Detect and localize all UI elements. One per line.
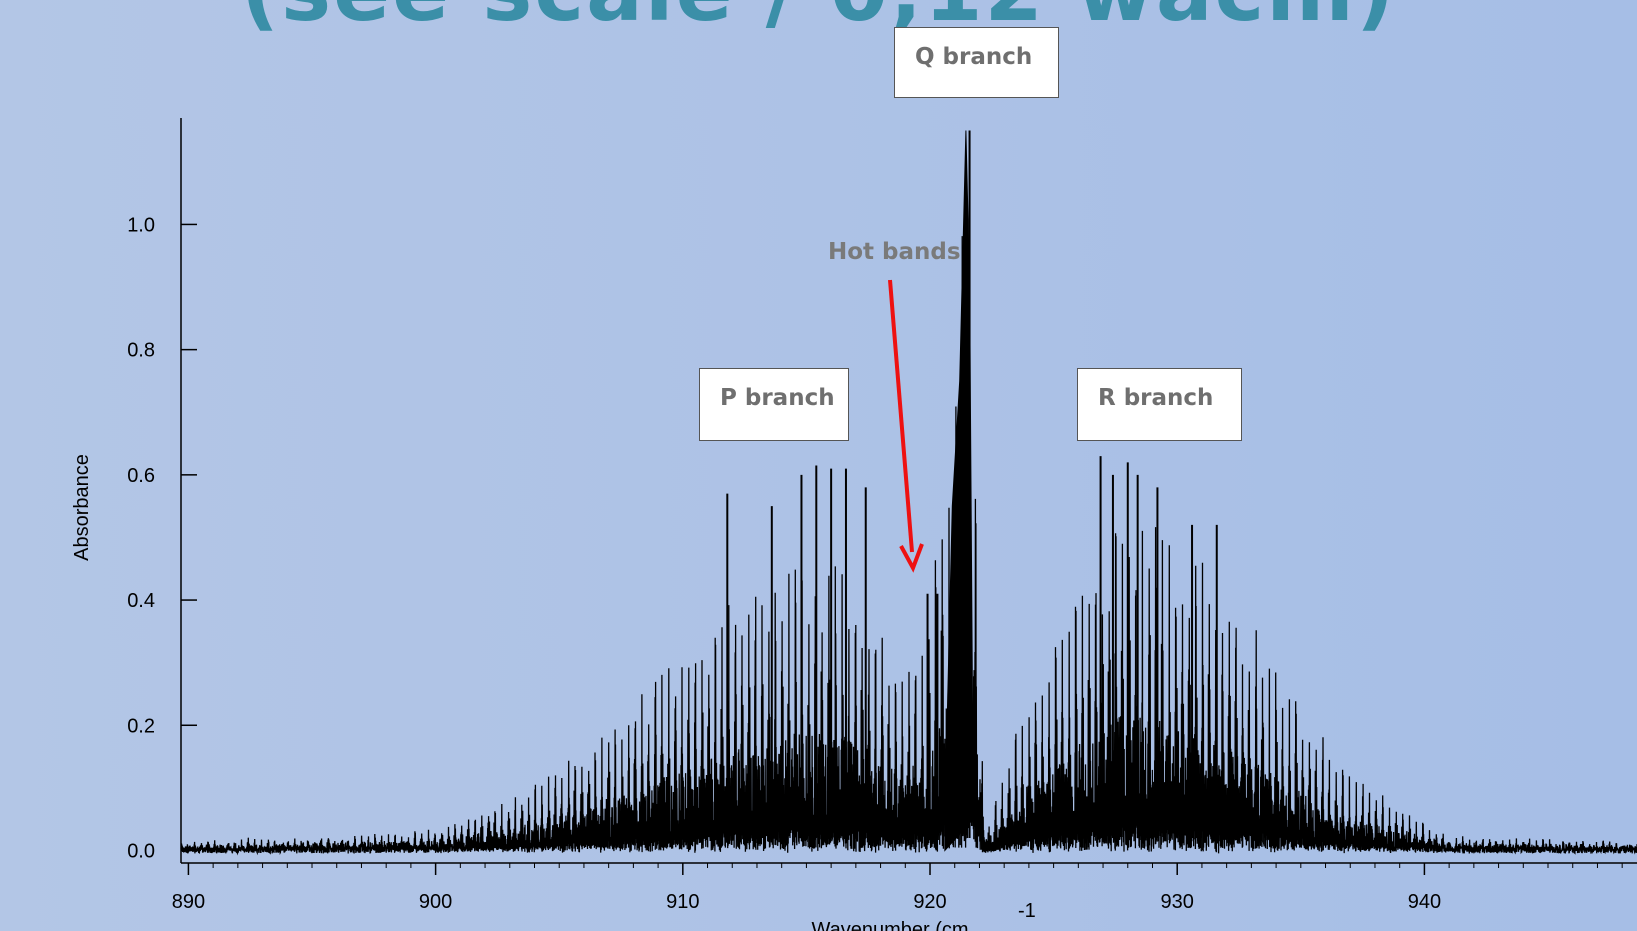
y-axis-title: Absorbance (71, 454, 93, 561)
spectrum-trace (180, 236, 1637, 856)
x-tick-label: 910 (666, 891, 699, 913)
y-tick-label: 0.6 (127, 465, 155, 487)
x-axis-title: Wavenumber (cm (811, 919, 968, 931)
x-tick-label: 900 (419, 891, 452, 913)
arrow-head (899, 543, 924, 573)
y-tick-label: 0.2 (127, 715, 155, 737)
q-branch-peak (944, 130, 974, 852)
y-tick-label: 0.4 (127, 590, 155, 612)
plot-area (180, 130, 1637, 856)
q-branch-callout: Q branch (894, 27, 1059, 98)
p-branch-callout: P branch (699, 368, 849, 441)
slide-title-fragment: (see scale / 0,12 wacm) (0, 0, 1637, 40)
p-branch-label: P branch (720, 385, 835, 411)
r-branch-label: R branch (1098, 385, 1214, 411)
x-tick-label: 890 (172, 891, 205, 913)
x-tick-label: 920 (913, 891, 946, 913)
r-branch-callout: R branch (1077, 368, 1242, 441)
hot-bands-label: Hot bands (828, 239, 961, 265)
y-tick-label: 0.0 (127, 840, 155, 862)
x-axis-title-superscript: -1 (1018, 900, 1036, 922)
y-tick-label: 0.8 (127, 340, 155, 362)
arrow-shaft (888, 279, 914, 553)
hot-bands-arrow (888, 279, 924, 573)
x-tick-label: 930 (1161, 891, 1194, 913)
x-tick-label: 940 (1408, 891, 1441, 913)
chart-axes: 0.0 0.2 0.4 0.6 0.8 1.0 890 900 910 920 930 940 Abso… (71, 118, 1637, 931)
q-branch-label: Q branch (915, 44, 1033, 70)
y-tick-label: 1.0 (127, 214, 155, 236)
